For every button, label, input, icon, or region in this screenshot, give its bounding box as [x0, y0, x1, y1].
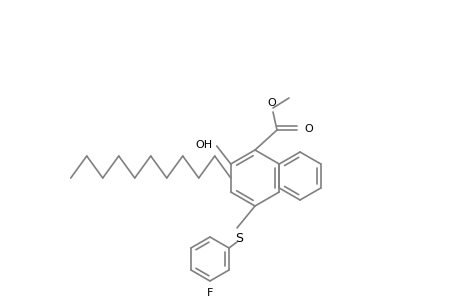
Text: F: F [206, 288, 213, 298]
Text: OH: OH [195, 140, 212, 150]
Text: S: S [235, 232, 242, 244]
Text: O: O [303, 124, 312, 134]
Text: O: O [267, 98, 276, 108]
